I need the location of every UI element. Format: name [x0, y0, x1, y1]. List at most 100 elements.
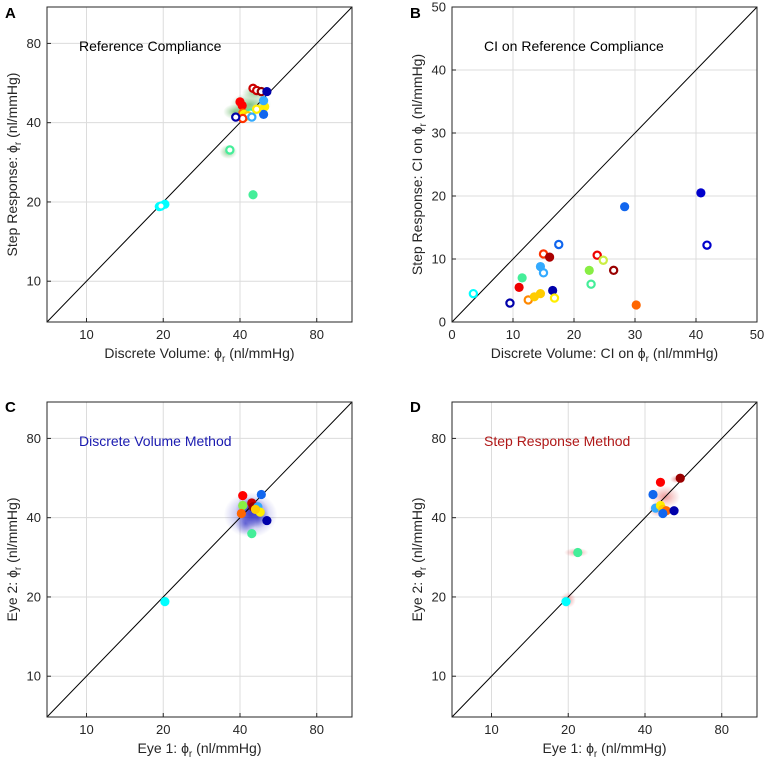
y-tick-label: 50: [432, 0, 446, 15]
panel-d: 10 10 20 20 40 40 80 80 Step Response Method Eye …: [409, 399, 758, 760]
data-point: [156, 201, 166, 211]
data-point: [631, 300, 641, 310]
x-tick-label: 0: [448, 327, 455, 342]
x-tick-label: 10: [484, 722, 498, 737]
data-point: [238, 491, 248, 501]
data-point: [648, 489, 658, 500]
panel-title: Reference Compliance: [79, 38, 222, 54]
y-tick-label: 20: [432, 589, 446, 604]
x-tick-label: 80: [310, 327, 324, 342]
y-tick-label: 10: [432, 252, 446, 267]
x-tick-label: 80: [715, 722, 729, 737]
x-tick-label: 20: [567, 327, 581, 342]
data-point: [468, 288, 479, 299]
axes-frame: [46, 401, 353, 718]
data-point: [256, 489, 266, 500]
data-point: [658, 508, 668, 519]
identity-line: [47, 7, 352, 322]
data-point: [238, 500, 248, 511]
y-tick-label: 20: [432, 189, 446, 204]
data-point: [236, 508, 246, 519]
data-point: [584, 265, 594, 275]
y-tick-label: 10: [27, 274, 41, 289]
x-tick-label: 40: [233, 327, 247, 342]
y-tick-label: 20: [27, 589, 41, 604]
panel-title: CI on Reference Compliance: [484, 38, 664, 54]
x-axis-label: Discrete Volume: ϕr (nl/mmHg): [104, 345, 294, 365]
data-point: [620, 202, 630, 212]
identity-line: [452, 7, 757, 322]
y-axis-label: Eye 2: ϕr (nl/mmHg): [4, 498, 24, 622]
y-tick-label: 80: [27, 431, 41, 446]
data-point: [250, 504, 261, 515]
data-point: [548, 285, 558, 296]
y-tick-label: 40: [27, 115, 41, 130]
data-point: [573, 547, 583, 558]
data-point: [608, 265, 619, 276]
data-point: [514, 282, 524, 292]
panel-b: 00 10 10 20 20 30 30 40 40 50 50 CI on Reference Co…: [409, 0, 764, 365]
data-point: [702, 240, 712, 250]
x-tick-label: 50: [750, 327, 764, 342]
identity-line: [47, 402, 352, 717]
y-axis-label: Eye 2: ϕr (nl/mmHg): [409, 498, 429, 622]
panel-letter: D: [410, 399, 421, 416]
data-point: [669, 506, 679, 516]
y-tick-label: 0: [439, 315, 446, 330]
x-tick-label: 20: [156, 722, 170, 737]
data-point: [248, 190, 258, 200]
data-point: [675, 473, 685, 483]
panel-a: 10 10 20 20 40 40 80 80 Reference Compliance Disc…: [4, 5, 353, 365]
data-point: [549, 293, 560, 303]
data-point: [592, 250, 602, 260]
data-point: [258, 109, 269, 120]
x-axis-label: Discrete Volume: CI on ϕr (nl/mmHg): [491, 345, 718, 365]
x-tick-label: 10: [79, 722, 93, 737]
identity-line: [452, 402, 757, 717]
data-point: [237, 100, 247, 111]
data-point: [545, 252, 555, 262]
y-tick-label: 80: [27, 36, 41, 51]
panel-letter: C: [5, 399, 16, 416]
data-point: [517, 273, 527, 283]
y-tick-label: 10: [432, 669, 446, 684]
panel-c: 10 10 20 20 40 40 80 80 Discrete Volume Method Ey…: [4, 399, 353, 760]
x-tick-label: 10: [79, 327, 93, 342]
y-tick-label: 40: [27, 510, 41, 525]
x-tick-label: 10: [506, 327, 520, 342]
panel-title: Step Response Method: [484, 433, 630, 449]
data-point: [561, 597, 571, 607]
data-point: [258, 96, 269, 106]
panel-title: Discrete Volume Method: [79, 433, 232, 449]
y-tick-label: 30: [432, 126, 446, 141]
data-point: [231, 112, 241, 122]
data-point: [538, 268, 549, 278]
y-tick-label: 40: [432, 63, 446, 78]
y-tick-label: 10: [27, 669, 41, 684]
y-axis-label: Step Response: ϕr (nl/mmHg): [4, 73, 24, 257]
x-tick-label: 80: [310, 722, 324, 737]
data-point: [160, 597, 170, 607]
panel-letter: A: [5, 5, 16, 22]
x-tick-label: 20: [561, 722, 575, 737]
data-point: [655, 477, 666, 487]
data-point: [262, 515, 272, 526]
data-point: [598, 255, 608, 265]
data-point: [262, 86, 272, 97]
y-tick-label: 40: [432, 510, 446, 525]
axes-frame: [46, 6, 353, 323]
x-tick-label: 30: [628, 327, 642, 342]
y-tick-label: 80: [432, 431, 446, 446]
axes-frame: [451, 401, 758, 718]
y-tick-label: 20: [27, 194, 41, 209]
x-tick-label: 40: [689, 327, 703, 342]
data-point: [505, 298, 515, 308]
data-point: [251, 104, 262, 114]
x-axis-label: Eye 1: ϕr (nl/mmHg): [138, 740, 262, 760]
x-axis-label: Eye 1: ϕr (nl/mmHg): [543, 740, 667, 760]
data-point: [225, 145, 235, 155]
x-tick-label: 40: [638, 722, 652, 737]
data-point: [554, 239, 564, 250]
panel-letter: B: [410, 5, 421, 22]
axes-frame: [451, 6, 758, 323]
